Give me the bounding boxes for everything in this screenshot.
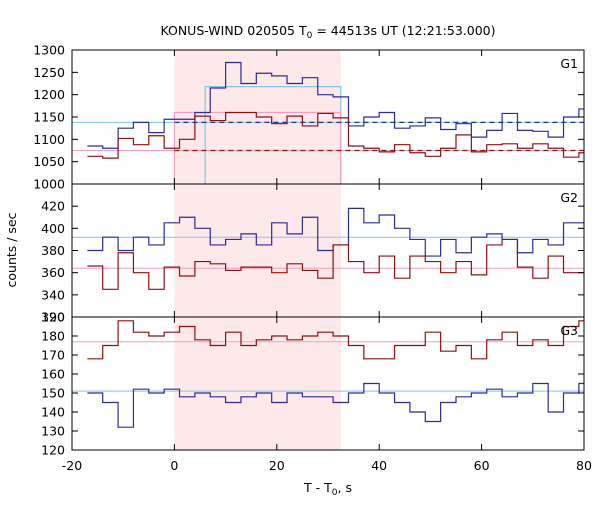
x-tick-label: 40	[371, 458, 387, 473]
y-tick-label: 1300	[33, 43, 65, 58]
panel-frame	[71, 316, 585, 451]
series-line-blue	[87, 61, 584, 149]
y-tick-label: 170	[41, 348, 65, 363]
series-line-red	[87, 111, 584, 159]
y-tick-label: 360	[41, 265, 65, 280]
series-line-red	[87, 320, 584, 360]
chart-title: KONUS-WIND 020505 T0 = 44513s UT (12:21:…	[160, 23, 495, 41]
y-tick-label: 150	[41, 386, 65, 401]
y-tick-label: 180	[41, 329, 65, 344]
y-tick-label: 320	[41, 310, 65, 325]
y-axis-label: counts / sec	[4, 212, 19, 287]
y-tick-label: 400	[41, 221, 65, 236]
y-tick-label: 120	[41, 443, 65, 458]
series-line-red	[87, 238, 584, 290]
panel-g1: 1000 1050 1100 1150 1200 1250 1300 G1	[33, 43, 585, 192]
x-tick-label: -20	[62, 458, 82, 473]
panel-label: G2	[560, 190, 578, 205]
panel-label: G1	[560, 56, 578, 71]
x-tick-label: 60	[474, 458, 490, 473]
y-tick-label: 1100	[33, 132, 65, 147]
panel-g2: 320 340 360 380 400 420 G2	[41, 183, 585, 325]
panel-label: G3	[560, 323, 578, 338]
y-tick-label: 420	[41, 199, 65, 214]
y-tick-label: 190	[41, 310, 65, 325]
x-tick-label: 20	[269, 458, 285, 473]
x-tick-label: 80	[576, 458, 592, 473]
panel-g3: 120 130 140 150 160 170 180 190 G3	[41, 310, 585, 458]
y-tick-label: 1200	[33, 87, 65, 102]
x-axis-label: T - T0, s	[303, 480, 352, 498]
y-tick-label: 380	[41, 243, 65, 258]
y-tick-label: 340	[41, 287, 65, 302]
series-line-blue	[87, 382, 584, 428]
x-tick-label: 0	[170, 458, 178, 473]
shaded-interval	[174, 50, 341, 450]
y-tick-label: 1250	[33, 65, 65, 80]
y-tick-label: 160	[41, 367, 65, 382]
plot-layer: 1000105011001150120012501300G13203403603…	[33, 43, 592, 474]
y-tick-label: 1050	[33, 154, 65, 169]
y-tick-label: 140	[41, 405, 65, 420]
y-tick-label: 1000	[33, 177, 65, 192]
y-tick-label: 130	[41, 424, 65, 439]
y-tick-label: 1150	[33, 110, 65, 125]
